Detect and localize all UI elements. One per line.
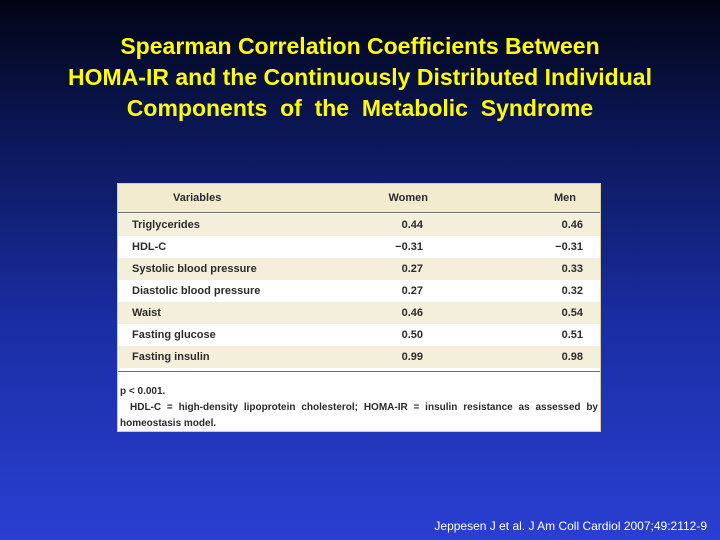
table-bottom-rule: [118, 371, 600, 372]
table-row: Fasting glucose 0.50 0.51: [118, 324, 600, 346]
row-men-value: 0.32: [561, 285, 583, 297]
row-women-value: 0.50: [401, 329, 423, 341]
row-variable: Fasting glucose: [132, 329, 216, 341]
table-row: Fasting insulin 0.99 0.98: [118, 346, 600, 368]
column-header-women: Women: [388, 192, 428, 204]
column-header-men: Men: [554, 192, 576, 204]
slide-title-line-2: HOMA-IR and the Continuously Distributed…: [68, 64, 652, 90]
row-variable: HDL-C: [132, 241, 167, 253]
row-men-value: 0.98: [561, 351, 583, 363]
row-variable: Fasting insulin: [132, 351, 210, 363]
slide-title: Spearman Correlation Coefficients Betwee…: [0, 31, 720, 124]
table-row: Waist 0.46 0.54: [118, 302, 600, 324]
row-men-value: 0.33: [561, 263, 583, 275]
row-men-value: 0.46: [561, 219, 583, 231]
table-row: Systolic blood pressure 0.27 0.33: [118, 258, 600, 280]
table-row: HDL-C −0.31 −0.31: [118, 236, 600, 258]
row-women-value: 0.44: [401, 219, 423, 231]
column-header-variables: Variables: [173, 192, 222, 204]
row-women-value: 0.27: [401, 285, 423, 297]
table-row: Diastolic blood pressure 0.27 0.32: [118, 280, 600, 302]
footnote-abbreviations: HDL-C = high-density lipoprotein cholest…: [120, 402, 598, 429]
row-variable: Triglycerides: [132, 219, 200, 231]
table-header: Variables Women Men: [118, 184, 600, 213]
row-variable: Diastolic blood pressure: [132, 285, 261, 297]
row-men-value: 0.51: [561, 329, 583, 341]
slide-title-line-1: Spearman Correlation Coefficients Betwee…: [120, 33, 600, 59]
row-variable: Systolic blood pressure: [132, 263, 257, 275]
row-women-value: 0.46: [401, 307, 423, 319]
correlation-table: Variables Women Men Triglycerides 0.44 0…: [117, 183, 601, 432]
row-men-value: −0.31: [555, 241, 583, 253]
row-variable: Waist: [132, 307, 161, 319]
row-women-value: −0.31: [395, 241, 423, 253]
row-women-value: 0.99: [401, 351, 423, 363]
table-row: Triglycerides 0.44 0.46: [118, 214, 600, 236]
row-men-value: 0.54: [561, 307, 583, 319]
table-footnote: p < 0.001. HDL-C = high-density lipoprot…: [120, 384, 598, 432]
footnote-significance: p < 0.001.: [120, 386, 166, 397]
slide-title-line-3: Components of the Metabolic Syndrome: [126, 95, 594, 121]
row-women-value: 0.27: [401, 263, 423, 275]
citation: Jeppesen J et al. J Am Coll Cardiol 2007…: [434, 519, 707, 533]
